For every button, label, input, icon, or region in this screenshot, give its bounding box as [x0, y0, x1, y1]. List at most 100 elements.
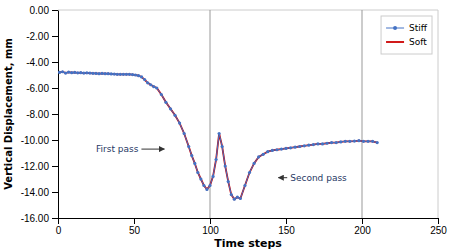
series-marker [321, 142, 324, 145]
series-marker [248, 171, 251, 174]
y-axis: 0.00-2.00-4.00-6.00-8.00-10.00-12.00-14.… [21, 5, 59, 224]
series-marker [339, 140, 342, 143]
series-marker [76, 71, 79, 74]
axis-line [59, 219, 439, 225]
tick-mark [52, 36, 58, 37]
series-marker [376, 141, 379, 144]
annotations: First pass Second pass [96, 144, 347, 183]
series-marker [362, 140, 365, 143]
frame [58, 10, 438, 11]
series-marker [125, 73, 128, 76]
x-axis-title: Time steps [214, 237, 282, 250]
tick-label: 100 [202, 225, 219, 236]
series-marker [202, 184, 205, 187]
series-line [60, 72, 378, 199]
series-marker [371, 140, 374, 143]
series-marker [257, 155, 260, 158]
tick: -4.00 [26, 57, 58, 68]
series-marker [196, 171, 199, 174]
series-marker [152, 85, 155, 88]
series-marker [366, 140, 369, 143]
series-marker [218, 132, 221, 135]
tick-mark [210, 218, 211, 224]
tick: 150 [278, 218, 295, 236]
series-marker [353, 139, 356, 142]
series-marker [190, 154, 193, 157]
tick-mark [286, 218, 287, 224]
series-marker [160, 93, 163, 96]
series-marker [178, 122, 181, 125]
tick-label: -14.00 [21, 187, 50, 198]
annotation: First pass [96, 144, 139, 154]
tick: -16.00 [21, 213, 58, 224]
series-marker [294, 146, 297, 149]
series-marker [107, 72, 110, 75]
tick-label: -4.00 [26, 57, 49, 68]
series-marker [312, 143, 315, 146]
series-marker [330, 141, 333, 144]
tick-mark [362, 218, 363, 224]
series-marker [214, 158, 217, 161]
series-marker [230, 193, 233, 196]
tick: 100 [202, 218, 219, 236]
tick-label: -8.00 [26, 109, 49, 120]
series-marker [236, 196, 239, 199]
series-marker [239, 197, 242, 200]
annotation-arrow [278, 177, 287, 178]
legend-label: Soft [409, 37, 427, 47]
series-marker [61, 70, 64, 73]
tick-label: -10.00 [21, 135, 50, 146]
legend-box [381, 16, 432, 54]
series-marker [199, 177, 202, 180]
series-marker [64, 71, 67, 74]
tick-mark [438, 218, 439, 224]
series-marker [128, 73, 131, 76]
series-marker [307, 144, 310, 147]
series-marker [164, 101, 167, 104]
series-marker [243, 184, 246, 187]
y-axis-title: Vertical Displacement, mm [3, 38, 14, 190]
series-marker [284, 147, 287, 150]
series-marker [266, 150, 269, 153]
series-marker [211, 175, 214, 178]
series-marker [79, 71, 82, 74]
tick-label: 200 [354, 225, 371, 236]
tick-label: -16.00 [21, 213, 50, 224]
series-marker [155, 86, 158, 89]
tick: -2.00 [26, 31, 58, 42]
series-marker [97, 72, 100, 75]
x-axis: 0 50 100 150 200 250 [56, 218, 448, 236]
series-marker [137, 74, 140, 77]
series-marker [58, 71, 61, 74]
tick: 0 [56, 218, 62, 236]
series-marker [85, 71, 88, 74]
series-marker [262, 153, 265, 156]
series-marker [94, 72, 97, 75]
series-marker [70, 71, 73, 74]
series-marker [113, 72, 116, 75]
tick-label: 250 [430, 225, 447, 236]
series-marker [67, 71, 70, 74]
tick-mark [52, 10, 58, 11]
tick: 250 [430, 218, 447, 236]
series-marker [205, 188, 208, 191]
tick-mark [52, 114, 58, 115]
series-marker [149, 83, 152, 86]
series-marker [252, 162, 255, 165]
series-marker [134, 73, 137, 76]
annotation: Second pass [290, 173, 347, 183]
series-marker [116, 73, 119, 76]
series-marker [187, 145, 190, 148]
series-marker [91, 72, 94, 75]
series-marker [183, 132, 186, 135]
series-marker [280, 148, 283, 151]
series-marker [104, 72, 107, 75]
series-marker [110, 72, 113, 75]
axis-line [52, 11, 59, 219]
series-marker [131, 73, 134, 76]
tick: 0.00 [30, 5, 58, 16]
tick: 50 [129, 218, 141, 236]
series-marker [227, 180, 230, 183]
series-marker [193, 162, 196, 165]
series-marker [146, 81, 149, 84]
